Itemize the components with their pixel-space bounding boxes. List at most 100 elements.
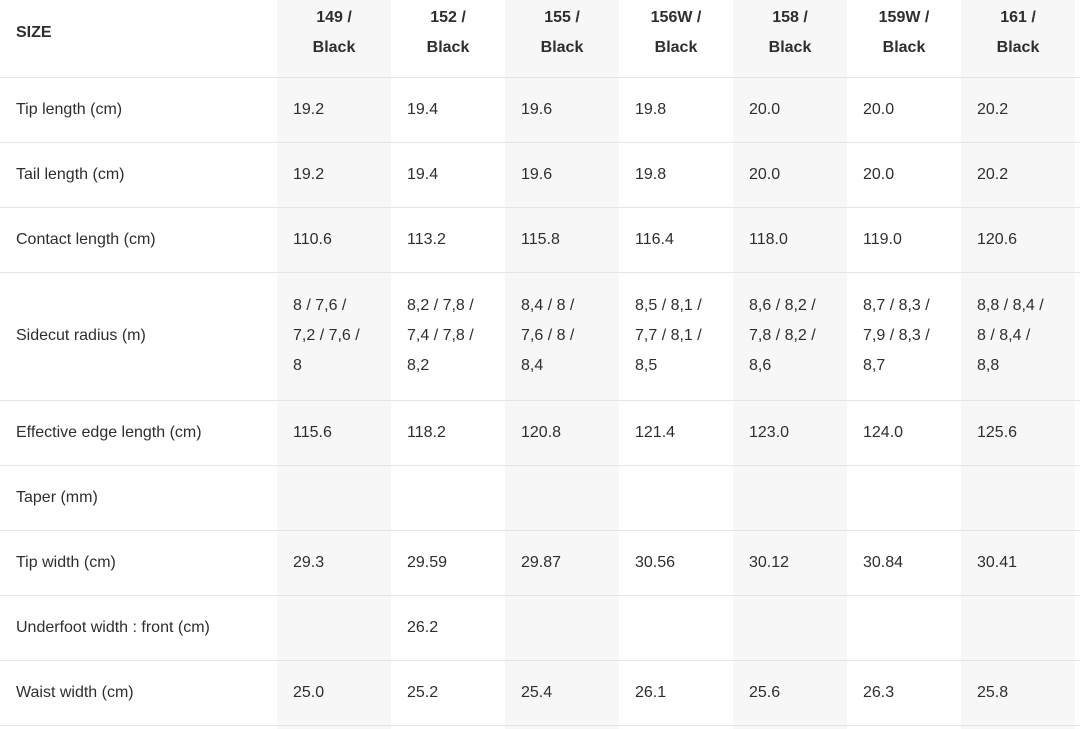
- spec-cell: [619, 465, 733, 531]
- row-spacer: [1075, 530, 1080, 596]
- spec-cell: [847, 595, 961, 661]
- spec-cell: 30.12: [733, 530, 847, 596]
- row-spacer: [733, 725, 847, 729]
- spec-cell: 19.4: [391, 77, 505, 143]
- row-label: Contact length (cm): [0, 207, 277, 273]
- row-spacer: [1075, 142, 1080, 208]
- spec-cell: 123.0: [733, 400, 847, 466]
- row-spacer: [277, 725, 391, 729]
- spec-cell: 30.84: [847, 530, 961, 596]
- row-spacer: [1075, 725, 1080, 729]
- spec-cell: 29.59: [391, 530, 505, 596]
- row-label: Tip length (cm): [0, 77, 277, 143]
- spec-cell: [619, 595, 733, 661]
- spec-cell: 113.2: [391, 207, 505, 273]
- table-row-tail-length: Tail length (cm) 19.2 19.4 19.6 19.8 20.…: [0, 142, 1080, 208]
- table-row-tip-length: Tip length (cm) 19.2 19.4 19.6 19.8 20.0…: [0, 77, 1080, 143]
- column-header-155: 155 / Black: [505, 0, 619, 78]
- spec-cell: 19.6: [505, 142, 619, 208]
- column-header-label: 159W / Black: [878, 9, 930, 57]
- spec-cell: [505, 465, 619, 531]
- spec-cell: 20.2: [961, 77, 1075, 143]
- column-header-label: 155 / Black: [540, 9, 584, 57]
- spec-cell: 110.6: [277, 207, 391, 273]
- spec-cell: 125.6: [961, 400, 1075, 466]
- spec-cell: 8,8 / 8,4 / 8 / 8,4 / 8,8: [961, 272, 1075, 401]
- spec-cell: 25.4: [505, 660, 619, 726]
- spec-cell: 20.0: [733, 142, 847, 208]
- spec-cell: 118.2: [391, 400, 505, 466]
- row-spacer: [505, 725, 619, 729]
- row-label: Sidecut radius (m): [0, 272, 277, 401]
- spec-cell: 19.4: [391, 142, 505, 208]
- spec-cell: 26.3: [847, 660, 961, 726]
- table-row-taper: Taper (mm): [0, 465, 1080, 531]
- spec-cell: [505, 595, 619, 661]
- column-header-label: 156W / Black: [650, 9, 702, 57]
- spec-cell: 25.8: [961, 660, 1075, 726]
- spec-cell: 8,2 / 7,8 / 7,4 / 7,8 / 8,2: [391, 272, 505, 401]
- spec-cell: 20.0: [847, 142, 961, 208]
- spec-cell: 8 / 7,6 / 7,2 / 7,6 / 8: [277, 272, 391, 401]
- table-row-contact-length: Contact length (cm) 110.6 113.2 115.8 11…: [0, 207, 1080, 273]
- row-spacer: [1075, 272, 1080, 401]
- spec-cell: 20.2: [961, 142, 1075, 208]
- spec-cell: 19.6: [505, 77, 619, 143]
- spec-cell: 8,4 / 8 / 7,6 / 8 / 8,4: [505, 272, 619, 401]
- spec-cell: 29.3: [277, 530, 391, 596]
- row-spacer: [1075, 660, 1080, 726]
- table-row-waist-width: Waist width (cm) 25.0 25.2 25.4 26.1 25.…: [0, 660, 1080, 726]
- spec-cell: 19.8: [619, 77, 733, 143]
- spec-cell: [961, 595, 1075, 661]
- spec-cell: 25.2: [391, 660, 505, 726]
- spec-cell: 119.0: [847, 207, 961, 273]
- column-header-label: 152 / Black: [426, 9, 470, 57]
- spec-cell: 8,7 / 8,3 / 7,9 / 8,3 / 8,7: [847, 272, 961, 401]
- spec-cell: 115.6: [277, 400, 391, 466]
- spec-cell: [277, 595, 391, 661]
- table-row-tip-width: Tip width (cm) 29.3 29.59 29.87 30.56 30…: [0, 530, 1080, 596]
- column-header-label: 149 / Black: [312, 9, 356, 57]
- row-spacer: [1075, 207, 1080, 273]
- row-spacer: [0, 725, 277, 729]
- row-spacer: [1075, 400, 1080, 466]
- column-header-149: 149 / Black: [277, 0, 391, 78]
- row-spacer: [961, 725, 1075, 729]
- size-column-header: SIZE: [0, 0, 277, 78]
- table-row-underfoot-width-front: Underfoot width : front (cm) 26.2: [0, 595, 1080, 661]
- partial-next-row: [0, 725, 1080, 729]
- spec-cell: 8,6 / 8,2 / 7,8 / 8,2 / 8,6: [733, 272, 847, 401]
- row-label: Taper (mm): [0, 465, 277, 531]
- spec-cell: [961, 465, 1075, 531]
- spec-cell: [847, 465, 961, 531]
- spec-cell: 30.41: [961, 530, 1075, 596]
- row-label: Effective edge length (cm): [0, 400, 277, 466]
- spec-cell: 20.0: [733, 77, 847, 143]
- spec-cell: 26.2: [391, 595, 505, 661]
- row-spacer: [391, 725, 505, 729]
- header-row: SIZE 149 / Black 152 / Black 155 / Black…: [0, 0, 1080, 78]
- spec-cell: 25.6: [733, 660, 847, 726]
- row-label: Waist width (cm): [0, 660, 277, 726]
- spec-cell: 124.0: [847, 400, 961, 466]
- spec-cell: 26.1: [619, 660, 733, 726]
- row-label: Underfoot width : front (cm): [0, 595, 277, 661]
- spec-cell: [277, 465, 391, 531]
- column-header-161: 161 / Black: [961, 0, 1075, 78]
- spec-cell: 19.2: [277, 142, 391, 208]
- spec-cell: 115.8: [505, 207, 619, 273]
- column-header-label: 158 / Black: [768, 9, 812, 57]
- column-header-156w: 156W / Black: [619, 0, 733, 78]
- spec-cell: 121.4: [619, 400, 733, 466]
- row-spacer: [619, 725, 733, 729]
- spec-cell: 20.0: [847, 77, 961, 143]
- spec-cell: 30.56: [619, 530, 733, 596]
- spec-cell: 19.8: [619, 142, 733, 208]
- column-header-158: 158 / Black: [733, 0, 847, 78]
- column-header-159w: 159W / Black: [847, 0, 961, 78]
- row-spacer: [847, 725, 961, 729]
- row-spacer: [1075, 77, 1080, 143]
- column-header-152: 152 / Black: [391, 0, 505, 78]
